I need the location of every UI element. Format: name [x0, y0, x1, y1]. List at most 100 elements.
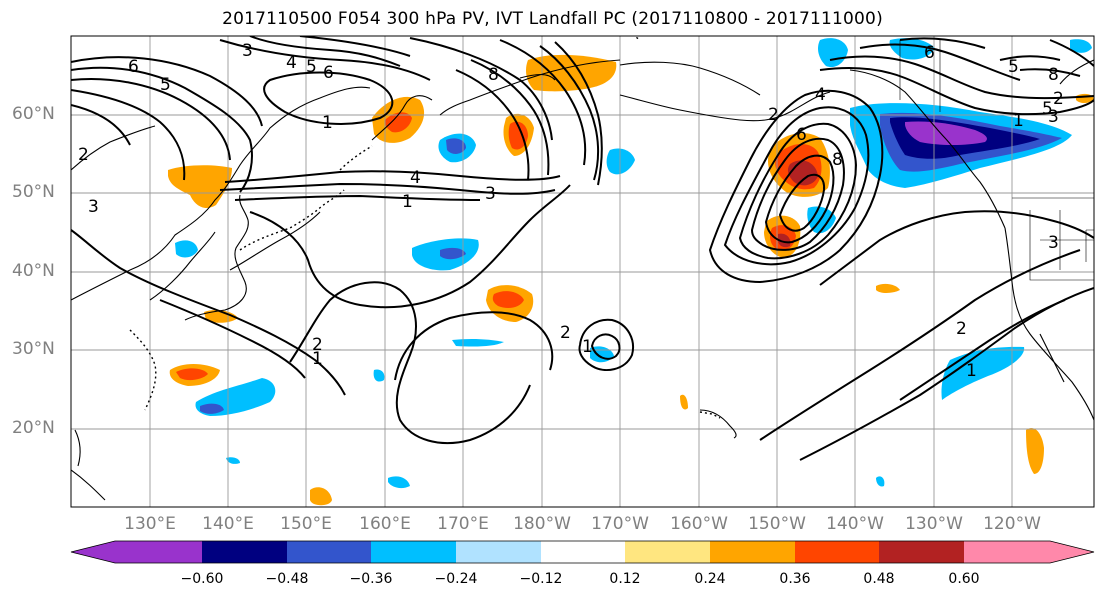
contour-label: 4	[815, 85, 826, 105]
lon-label: 120°W	[983, 514, 1041, 534]
contour-label: 2	[1053, 89, 1064, 109]
lat-label: 30°N	[12, 339, 55, 359]
contour-label: 5	[160, 75, 171, 95]
graticule	[71, 36, 1094, 507]
coastlines	[71, 59, 1094, 501]
contour-label: 8	[488, 65, 499, 85]
contour-label: 6	[796, 125, 807, 145]
lon-label: 130°W	[905, 514, 963, 534]
lon-label: 140°E	[202, 514, 254, 534]
colorbar-tick-label: 0.36	[779, 571, 811, 587]
islands	[129, 36, 721, 419]
contour-label: 1	[1013, 111, 1024, 131]
lon-label: 160°E	[359, 514, 411, 534]
contour-label: 1	[402, 192, 413, 212]
colorbar-tick-label: 0.12	[609, 571, 641, 587]
pos-shade	[384, 112, 412, 133]
contour-label: 2	[956, 319, 967, 339]
lon-label: 180°W	[513, 514, 571, 534]
borders	[899, 40, 1094, 281]
pos-shade	[310, 487, 332, 506]
colorbar-swatch	[795, 541, 879, 563]
contour-label: 4	[286, 53, 297, 73]
colorbar-extend-high	[1050, 541, 1094, 563]
neg-shade	[373, 369, 385, 382]
neg-shade	[226, 457, 240, 464]
pos-shade	[176, 368, 208, 381]
colorbar-swatch	[879, 541, 964, 563]
contour-label: 3	[88, 197, 99, 217]
colorbar-swatch	[541, 541, 625, 563]
pos-shade	[204, 310, 238, 323]
colorbar-tick-label: −0.12	[519, 571, 563, 587]
contour-labels: 3 4 5 6 5 8 1 2 3 4 3 1 2 1 2 1 2 4 6 6 …	[78, 41, 1064, 381]
colorbar	[70, 540, 1095, 564]
lon-label: 130°E	[124, 514, 176, 534]
neg-shade	[388, 476, 410, 489]
lat-label: 50°N	[12, 182, 55, 202]
contour-label: 4	[410, 168, 421, 188]
colorbar-tick-label: 0.24	[694, 571, 726, 587]
neg-shade	[446, 138, 466, 154]
pos-shade	[508, 121, 528, 150]
pos-shade	[680, 394, 688, 410]
lat-label: 40°N	[12, 261, 55, 281]
colorbar-tick-label: −0.60	[180, 571, 224, 587]
colorbar-extend-low	[71, 541, 115, 563]
pos-shade	[876, 283, 900, 293]
lon-label: 170°E	[437, 514, 489, 534]
colorbar-swatch	[625, 541, 710, 563]
contour-label: 2	[560, 323, 571, 343]
colorbar-swatch	[202, 541, 287, 563]
contour-label: 3	[485, 184, 496, 204]
neg-shade	[889, 38, 935, 60]
pos-shade	[526, 54, 617, 92]
pos-shade	[777, 233, 791, 248]
pos-shade	[492, 291, 524, 308]
colorbar-swatch	[287, 541, 371, 563]
contour-label: 6	[323, 63, 334, 83]
contour-label: 2	[312, 335, 323, 355]
lon-label: 160°W	[670, 514, 728, 534]
contour-label: 1	[312, 349, 323, 369]
contour-label: 1	[966, 361, 977, 381]
lon-label: 170°W	[591, 514, 649, 534]
neg-shade	[941, 346, 1025, 400]
lon-label: 140°W	[826, 514, 884, 534]
contour-label: 1	[582, 337, 593, 357]
shaded-anomalies	[168, 38, 1094, 506]
neg-shade	[818, 38, 848, 68]
contour-label: 5	[306, 57, 317, 77]
pv-contours	[71, 36, 1094, 461]
neg-shade	[905, 121, 987, 145]
colorbar-swatch	[456, 541, 541, 563]
colorbar-tick-label: −0.36	[349, 571, 393, 587]
contour-label: 8	[1048, 65, 1059, 85]
colorbar-tick-label: −0.24	[434, 571, 478, 587]
contour-label: 8	[832, 150, 843, 170]
lat-label: 60°N	[12, 104, 55, 124]
contour-label: 3	[1048, 107, 1059, 127]
contour-label: 6	[128, 57, 139, 77]
lon-label: 150°W	[748, 514, 806, 534]
colorbar-tick-label: 0.60	[948, 571, 980, 587]
map-title: 2017110500 F054 300 hPa PV, IVT Landfall…	[222, 9, 883, 29]
colorbar-swatch	[115, 541, 202, 563]
neg-shade	[606, 148, 635, 175]
lon-label: 150°E	[280, 514, 332, 534]
neg-shade	[452, 338, 504, 347]
lat-label: 20°N	[12, 418, 55, 438]
neg-shade	[1070, 39, 1092, 53]
contour-label: 2	[78, 145, 89, 165]
contour-label: 2	[768, 105, 779, 125]
contour-label: 1	[322, 113, 333, 133]
colorbar-swatch	[710, 541, 795, 563]
contour-label: 5	[1042, 99, 1053, 119]
neg-shade	[175, 240, 198, 258]
contour-label: 5	[1008, 57, 1019, 77]
colorbar-tick-label: 0.48	[863, 571, 895, 587]
colorbar-swatch	[964, 541, 1050, 563]
neg-shade	[440, 247, 466, 260]
contour-label: 3	[1048, 233, 1059, 253]
